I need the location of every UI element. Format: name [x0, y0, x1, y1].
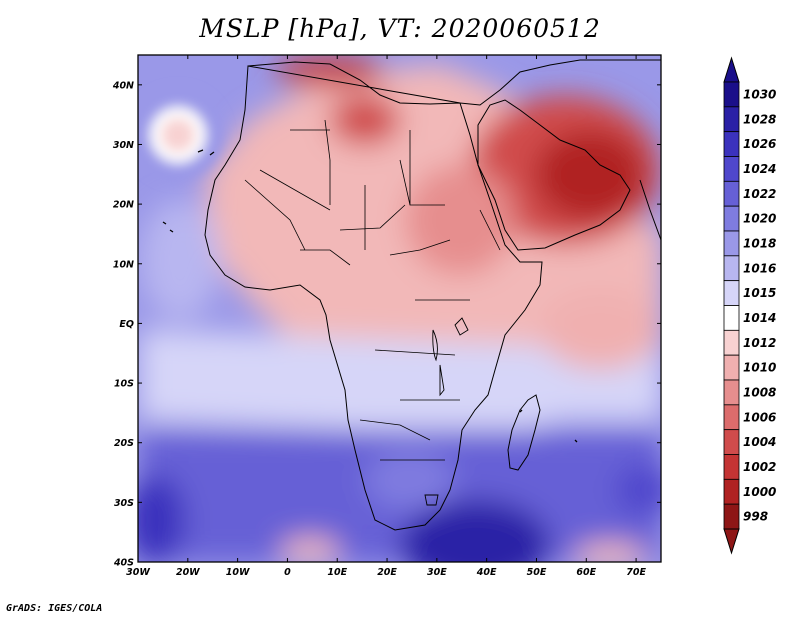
colorbar-swatch [723, 205, 740, 232]
pressure-field [138, 55, 661, 562]
colorbar-label: 1018 [743, 236, 776, 250]
y-tick-label: 20S [114, 438, 134, 449]
colorbar-label: 1004 [743, 435, 776, 449]
lakes [424, 317, 469, 506]
colorbar-label: 1002 [743, 460, 776, 474]
x-tick-label: 20W [176, 567, 200, 578]
y-tick-label: 40N [112, 80, 134, 91]
coastlines [162, 59, 661, 531]
x-axis: 30W 20W 10W 0 10E 20E 30E 40E 50E 60E 70E [126, 55, 646, 578]
x-tick-label: 50E [527, 567, 547, 578]
arabian-low-core [535, 130, 645, 220]
colorbar-swatch [723, 156, 740, 182]
atlantic-ridge [140, 200, 220, 320]
colorbar-swatch [723, 280, 740, 306]
sw-high-core [138, 475, 185, 562]
colorbar-swatch [723, 429, 740, 455]
colorbar-arrow-top [723, 56, 740, 83]
colorbar-label: 1015 [743, 286, 776, 300]
pressure-blobs [138, 57, 661, 562]
indian-ocean-low [540, 290, 660, 370]
colorbar-swatch [723, 81, 740, 108]
se-high-core [615, 465, 661, 515]
colorbar-swatch [723, 305, 740, 331]
country-borders [244, 119, 501, 461]
map-title: MSLP [hPa], VT: 2020060512 [199, 14, 601, 43]
y-tick-label: 30N [113, 140, 134, 151]
x-tick-label: 30E [427, 567, 447, 578]
azores-high-blob [138, 90, 223, 180]
colorbar-label: 1030 [743, 87, 776, 101]
tropical-ocean-field [140, 330, 661, 440]
y-axis: 40N 30N 20N 10N EQ 10S 20S 30S 40S [112, 80, 661, 569]
colorbar-swatch [723, 106, 740, 133]
colorbar-label: 1012 [743, 336, 776, 350]
x-tick-label: 30W [126, 567, 150, 578]
colorbar-swatch [723, 404, 740, 431]
se-low [575, 543, 645, 562]
colorbar-swatch [723, 131, 740, 157]
colorbar-label: 1006 [743, 410, 776, 424]
y-tick-label: 30S [114, 498, 134, 509]
colorbar-label: 1008 [743, 385, 776, 399]
colorbar-arrow-bottom [723, 528, 740, 555]
colorbar-label: 1028 [743, 112, 776, 126]
colorbar: 1030 1028 1026 1024 1022 1020 1018 1016 1015 1014… [723, 56, 776, 555]
x-tick-label: 10E [327, 567, 347, 578]
colorbar-label: 1014 [743, 311, 776, 325]
colorbar-label: 1022 [743, 187, 776, 201]
y-tick-label: 40S [113, 558, 134, 569]
y-tick-label: 20N [113, 200, 134, 211]
x-tick-label: 70E [626, 567, 646, 578]
colorbar-swatch [723, 180, 740, 207]
map-frame [137, 54, 662, 563]
colorbar-label: 1020 [743, 212, 776, 226]
south-africa-high [365, 450, 455, 510]
india-coastline [639, 179, 661, 241]
colorbar-swatch [723, 454, 740, 480]
sahara-low [330, 95, 400, 145]
y-tick-label: EQ [119, 319, 134, 330]
colorbar-label: 1000 [743, 485, 776, 499]
colorbar-swatch [723, 478, 740, 505]
madagascar-island [507, 394, 541, 471]
colorbar-swatch [723, 379, 740, 406]
colorbar-swatch [723, 255, 740, 282]
x-tick-label: 0 [284, 567, 291, 578]
africa-coastline [204, 59, 661, 531]
colorbar-label: 1024 [743, 162, 776, 176]
colorbar-swatch [723, 354, 740, 381]
colorbar-label: 1016 [743, 261, 776, 275]
colorbar-label: 998 [743, 510, 768, 524]
colorbar-swatch [723, 329, 740, 356]
grads-credit: GrADS: IGES/COLA [6, 603, 103, 614]
sw-low [280, 538, 340, 562]
arabia-coastline [477, 99, 631, 251]
colorbar-label: 1026 [743, 137, 776, 151]
colorbar-label: 1010 [743, 361, 776, 375]
sudan-low [405, 165, 515, 275]
y-tick-label: 10S [114, 379, 134, 390]
mediterranean-low [275, 57, 385, 87]
colorbar-swatch [723, 503, 740, 530]
small-islands [162, 149, 578, 443]
x-tick-label: 20E [377, 567, 397, 578]
x-tick-label: 60E [576, 567, 596, 578]
x-tick-label: 10W [226, 567, 250, 578]
y-tick-label: 10N [113, 259, 134, 270]
southern-high-core [400, 500, 550, 562]
colorbar-swatch [723, 230, 740, 257]
x-tick-label: 40E [476, 567, 497, 578]
